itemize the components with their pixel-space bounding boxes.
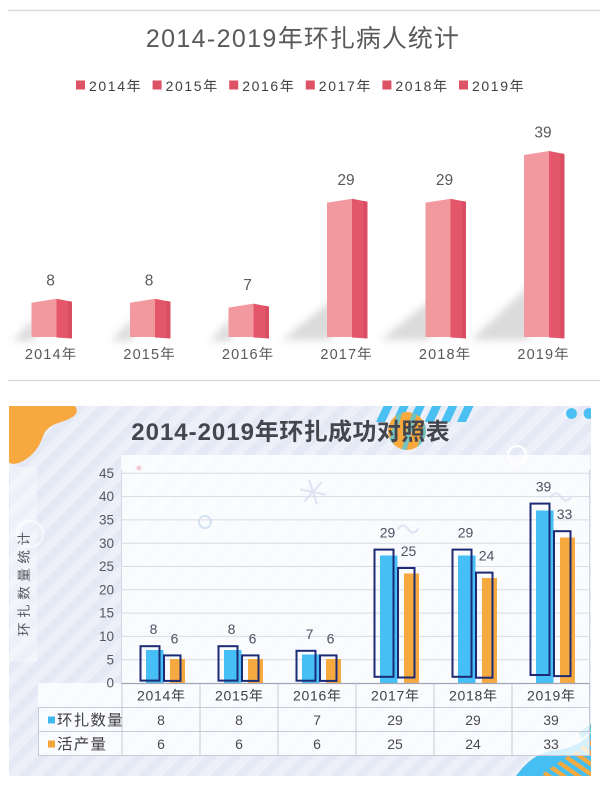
svg-text:7: 7 (306, 626, 314, 642)
svg-text:6: 6 (327, 630, 335, 646)
svg-text:30: 30 (99, 536, 114, 551)
svg-text:0: 0 (106, 676, 114, 691)
svg-text:24: 24 (479, 548, 495, 564)
svg-text:8: 8 (145, 272, 154, 289)
svg-text:33: 33 (557, 506, 573, 522)
svg-text:8: 8 (157, 712, 165, 728)
svg-text:25: 25 (401, 543, 417, 559)
svg-text:6: 6 (313, 736, 321, 752)
svg-text:2017: 2017 (319, 78, 357, 94)
svg-text:10: 10 (99, 629, 114, 644)
svg-text:7: 7 (243, 277, 252, 294)
svg-text:8: 8 (150, 621, 158, 637)
svg-text:29: 29 (387, 712, 403, 728)
svg-text:6: 6 (171, 630, 179, 646)
svg-text:25: 25 (387, 736, 403, 752)
svg-text:29: 29 (380, 525, 396, 541)
svg-text:45: 45 (99, 466, 114, 481)
svg-text:8: 8 (235, 712, 243, 728)
svg-text:8: 8 (46, 272, 55, 289)
svg-text:29: 29 (436, 172, 453, 189)
svg-text:2019: 2019 (517, 347, 554, 363)
svg-text:40: 40 (99, 489, 114, 504)
svg-text:29: 29 (458, 525, 474, 541)
svg-text:2014-2019: 2014-2019 (131, 419, 255, 446)
svg-text:2017: 2017 (371, 688, 405, 704)
svg-text:39: 39 (534, 125, 551, 142)
svg-text:2019: 2019 (472, 78, 510, 94)
svg-text:5: 5 (106, 652, 114, 667)
svg-text:7: 7 (313, 712, 321, 728)
svg-text:2016: 2016 (293, 688, 327, 704)
svg-text:29: 29 (465, 712, 481, 728)
svg-text:2014: 2014 (137, 688, 171, 704)
svg-text:2015: 2015 (123, 347, 160, 363)
svg-text:24: 24 (465, 736, 481, 752)
svg-text:35: 35 (99, 513, 114, 528)
svg-text:6: 6 (157, 736, 165, 752)
svg-text:2016: 2016 (242, 78, 280, 94)
svg-text:2015: 2015 (215, 688, 249, 704)
svg-text:15: 15 (99, 606, 114, 621)
svg-text:39: 39 (543, 712, 559, 728)
svg-text:6: 6 (235, 736, 243, 752)
svg-text:2018: 2018 (449, 688, 483, 704)
svg-text:2014: 2014 (89, 78, 127, 94)
svg-text:2019: 2019 (527, 688, 561, 704)
svg-text:8: 8 (228, 621, 236, 637)
svg-text:2014-2019: 2014-2019 (146, 25, 278, 53)
svg-text:2018: 2018 (419, 347, 456, 363)
svg-text:2017: 2017 (320, 347, 357, 363)
svg-text:33: 33 (543, 736, 559, 752)
svg-text:2016: 2016 (222, 347, 259, 363)
svg-text:25: 25 (99, 559, 114, 574)
svg-text:20: 20 (99, 582, 114, 597)
svg-text:39: 39 (536, 479, 552, 495)
svg-text:2015: 2015 (166, 78, 204, 94)
svg-text:2018: 2018 (395, 78, 433, 94)
svg-text:2014: 2014 (25, 347, 62, 363)
svg-text:6: 6 (249, 630, 257, 646)
svg-text:29: 29 (337, 172, 354, 189)
